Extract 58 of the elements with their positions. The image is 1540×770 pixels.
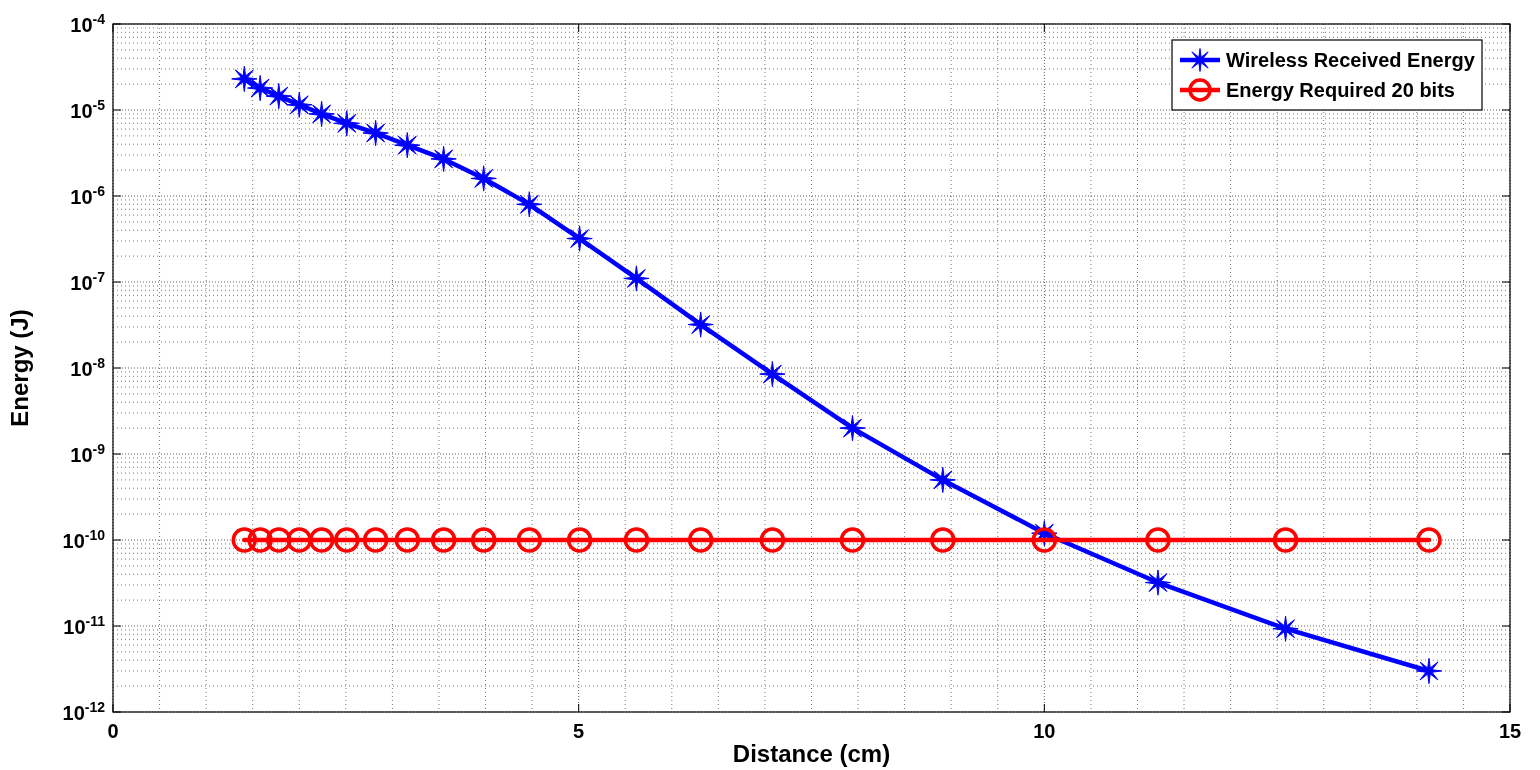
point [362, 527, 389, 553]
point [334, 527, 360, 553]
point [759, 360, 786, 388]
y-tick-label: 10$^{-5}$ [70, 97, 106, 122]
point [286, 91, 313, 118]
point [623, 527, 650, 553]
point [308, 100, 335, 128]
point [308, 527, 335, 553]
y-tick-label: 10$^{-7}$ [70, 269, 106, 294]
point [1031, 527, 1058, 553]
point [516, 191, 543, 218]
point [247, 527, 273, 553]
x-tick-label: 5 [573, 720, 585, 742]
point [266, 527, 292, 553]
point [566, 225, 593, 252]
point [839, 414, 866, 442]
y-tick-label: 10$^{-11}$ [63, 613, 106, 638]
point [930, 527, 956, 553]
point [394, 132, 421, 159]
point [516, 527, 543, 553]
point [231, 65, 258, 93]
point [839, 527, 866, 553]
y-tick-label: 10$^{-6}$ [70, 183, 106, 208]
point [1144, 569, 1172, 596]
point [623, 265, 650, 292]
y-tick-label: 10$^{-4}$ [70, 11, 106, 36]
legend-label: Energy Required 20 bits [1226, 79, 1455, 101]
point [1415, 657, 1443, 685]
point [394, 527, 421, 553]
point [231, 527, 258, 553]
point [470, 527, 497, 553]
x-axis-title: Distance (cm) [732, 740, 891, 767]
point [566, 527, 593, 553]
point [929, 466, 956, 494]
y-axis-title: Energy (J) [6, 309, 33, 427]
point [286, 527, 313, 553]
y-tick-label: 10$^{-8}$ [70, 355, 106, 380]
point [687, 311, 714, 338]
legend-label: Wireless Received Energy [1226, 49, 1476, 71]
x-tick-label: 15 [1498, 720, 1522, 742]
point [333, 110, 360, 137]
point [1145, 527, 1171, 553]
point [687, 527, 714, 553]
point [1416, 527, 1442, 553]
y-tick-label: 10$^{-9}$ [70, 441, 106, 466]
point [759, 527, 786, 553]
x-tick-label: 0 [107, 720, 119, 742]
x-tick-label: 10 [1033, 720, 1056, 742]
point [470, 165, 497, 192]
point [1272, 615, 1299, 642]
y-tick-label: 10$^{-12}$ [62, 699, 106, 724]
point [1272, 527, 1299, 553]
point [430, 145, 457, 173]
y-tick-label: 10$^{-10}$ [62, 527, 106, 552]
point [430, 527, 457, 553]
point [265, 82, 292, 110]
point [362, 119, 389, 147]
point [247, 74, 274, 102]
